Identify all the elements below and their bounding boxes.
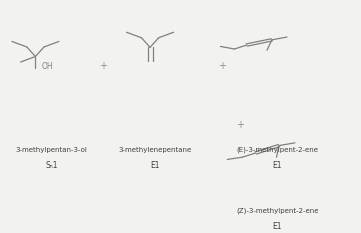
Text: +: + bbox=[236, 120, 244, 130]
Text: E1: E1 bbox=[273, 222, 282, 230]
Text: +: + bbox=[218, 61, 226, 71]
Text: (E)-3-methylpent-2-ene: (E)-3-methylpent-2-ene bbox=[236, 146, 318, 153]
Text: E1: E1 bbox=[273, 161, 282, 170]
Text: 3-methylenepentane: 3-methylenepentane bbox=[119, 147, 192, 153]
Text: +: + bbox=[100, 61, 108, 71]
Text: OH: OH bbox=[42, 62, 53, 71]
Text: E1: E1 bbox=[151, 161, 160, 170]
Text: Sₙ1: Sₙ1 bbox=[45, 161, 58, 170]
Text: (Z)-3-methylpent-2-ene: (Z)-3-methylpent-2-ene bbox=[236, 208, 318, 214]
Text: 3-methylpentan-3-ol: 3-methylpentan-3-ol bbox=[16, 147, 87, 153]
